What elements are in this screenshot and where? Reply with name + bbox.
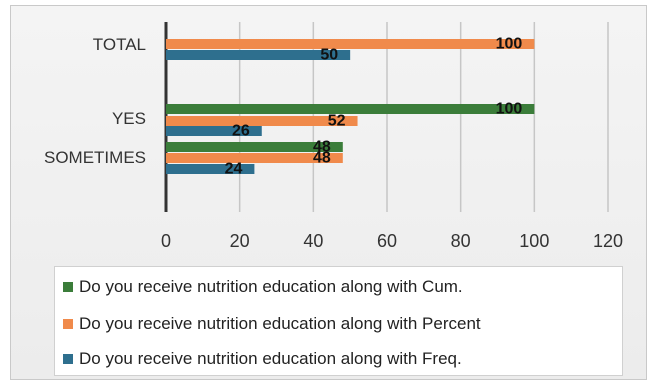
bar bbox=[166, 153, 343, 163]
bar bbox=[166, 104, 535, 114]
legend-swatch-freq bbox=[63, 354, 73, 364]
x-tick-label: 20 bbox=[230, 231, 250, 251]
bar bbox=[166, 126, 262, 136]
data-label: 100 bbox=[496, 101, 523, 118]
x-tick-label: 100 bbox=[519, 231, 549, 251]
chart-legend: Do you receive nutrition education along… bbox=[54, 266, 623, 376]
legend-swatch-cum bbox=[63, 282, 73, 292]
data-label: 50 bbox=[320, 47, 338, 64]
category-label: SOMETIMES bbox=[44, 148, 146, 167]
data-label: 26 bbox=[232, 123, 250, 140]
legend-label-cum: Do you receive nutrition education along… bbox=[79, 277, 463, 296]
bar bbox=[166, 116, 358, 126]
data-label: 24 bbox=[225, 161, 243, 178]
x-tick-label: 60 bbox=[377, 231, 397, 251]
bar bbox=[166, 164, 255, 174]
legend-item-freq: Do you receive nutrition education along… bbox=[63, 347, 462, 371]
data-label: 48 bbox=[313, 139, 331, 156]
bar bbox=[166, 50, 351, 60]
data-label: 52 bbox=[328, 113, 346, 130]
x-tick-label: 40 bbox=[303, 231, 323, 251]
legend-swatch-percent bbox=[63, 319, 73, 329]
x-tick-label: 80 bbox=[451, 231, 471, 251]
data-label: 48 bbox=[313, 150, 331, 167]
x-tick-label: 0 bbox=[161, 231, 171, 251]
legend-label-percent: Do you receive nutrition education along… bbox=[79, 314, 481, 333]
legend-label-freq: Do you receive nutrition education along… bbox=[79, 349, 462, 368]
data-label: 100 bbox=[496, 36, 523, 53]
bar bbox=[166, 39, 535, 49]
category-label: TOTAL bbox=[93, 35, 146, 54]
x-tick-label: 120 bbox=[593, 231, 623, 251]
category-label: YES bbox=[112, 109, 146, 128]
legend-item-percent: Do you receive nutrition education along… bbox=[63, 312, 481, 336]
bar bbox=[166, 142, 343, 152]
legend-item-cum: Do you receive nutrition education along… bbox=[63, 275, 463, 299]
